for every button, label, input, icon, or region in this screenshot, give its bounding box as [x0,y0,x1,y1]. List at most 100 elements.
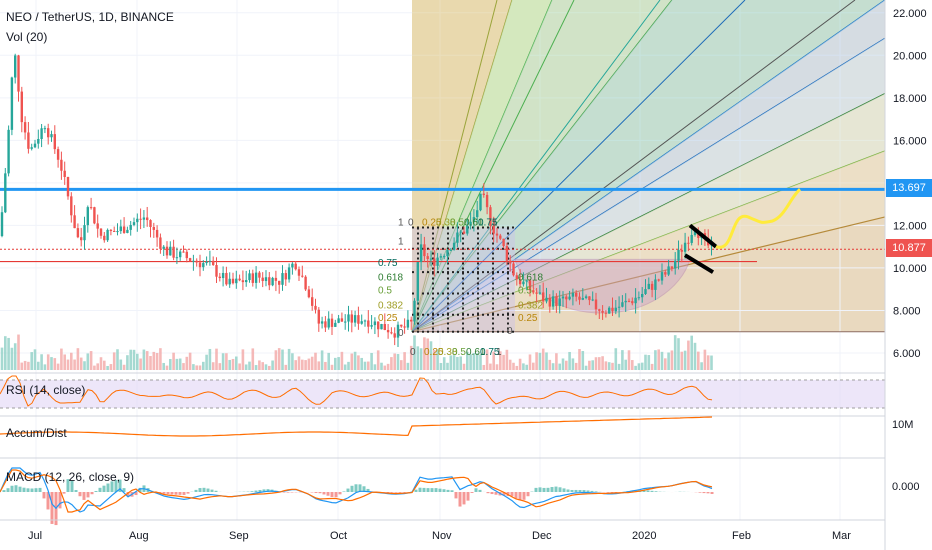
candle-body [641,294,644,298]
macd-histogram-bar [330,492,334,497]
candle-body [155,229,159,238]
volume-bar [169,358,172,370]
candle-body [406,319,410,328]
volume-bar [380,362,383,370]
macd-histogram-bar [22,487,26,492]
candle-body [129,224,132,230]
resistance-price-tag: 13.697 [886,179,932,197]
volume-bar [139,358,142,370]
macd-line [0,467,713,513]
volume-bar [601,356,604,370]
volume-bar [149,356,152,370]
volume-bar [317,361,321,370]
volume-bar [103,360,106,370]
volume-bar [122,364,126,370]
fan-upper-ray-3 [411,0,746,333]
candle-body [383,324,386,331]
macd-histogram-bar [646,490,650,492]
rsi-indicator-label[interactable]: RSI (14, close) [6,383,86,397]
candle-body [690,234,693,243]
macd-histogram-bar [106,483,110,492]
macd-histogram-bar [74,490,78,492]
candle-body [608,307,611,314]
macd-histogram-bar [594,491,598,492]
volume-bar [409,345,413,370]
candle-body [340,318,344,322]
candle-body [287,267,291,280]
price-tick-label: 16.000 [893,135,927,147]
volume-bar [202,361,205,370]
macd-histogram-bar [518,492,522,501]
candle-body [495,233,499,236]
macd-histogram-bar [398,492,402,493]
candle-body [472,217,476,222]
candle-body [353,315,357,323]
macd-histogram-bar [438,488,442,492]
volume-bar [106,365,109,370]
volume-bar [155,353,159,370]
candle-body [347,314,350,322]
gann-left-level-2: 0.5 [378,285,392,296]
volume-bar [363,361,367,370]
candle-body [535,292,538,294]
volume-bar [614,348,618,370]
volume-bar [46,354,50,370]
volume-bar [545,352,548,370]
candle-body [47,128,50,138]
volume-bar [258,360,261,370]
macd-histogram-bar [474,488,478,492]
volume-bar [604,361,608,370]
macd-histogram-bar [354,484,358,492]
candle-body [350,314,353,323]
candle-body [113,230,116,232]
accum-indicator-label[interactable]: Accum/Dist [6,426,67,440]
gann-top-label-1: 0.25 [422,217,442,228]
macd-indicator-label[interactable]: MACD (12, 26, close, 9) [6,470,135,484]
volume-bar [89,351,93,370]
volume-bar [56,363,60,370]
fan-upper-ray-0 [411,0,498,332]
volume-bar [452,355,456,370]
volume-bar [383,365,387,370]
macd-axis-label: 0.000 [892,481,920,493]
price-tick-label: 8.000 [893,305,921,317]
macd-histogram-bar [570,489,574,492]
candle-body [175,257,179,259]
volume-bar [373,364,377,370]
rsi-line [0,375,713,407]
symbol-title[interactable]: NEO / TetherUS, 1D, BINANCE [6,10,174,24]
volume-bar [337,357,340,370]
volume-bar [617,363,621,370]
candle-body [436,257,439,266]
volume-bar [687,340,690,370]
candle-body [17,55,20,92]
volume-bar [221,353,225,370]
macd-histogram-bar [546,487,550,492]
macd-histogram-bar [522,492,526,500]
candle-body [106,229,109,241]
candle-body [70,196,73,216]
volume-bar [13,343,17,370]
volume-bar [172,352,175,370]
macd-histogram-bar [562,488,566,492]
volume-bar [274,350,278,370]
candle-body [30,147,33,149]
volume-bar [248,361,251,370]
candle-body [324,321,327,328]
candle-body [693,230,697,235]
volume-bar [489,363,492,370]
candle-body [258,272,261,278]
volume-bar [571,358,575,370]
volume-bar [400,360,403,370]
candle-body [528,280,532,291]
candle-body [476,210,479,218]
candle-body [433,258,436,266]
macd-histogram-bar [534,487,538,492]
candle-body [687,242,690,244]
volume-indicator-label[interactable]: Vol (20) [6,30,48,44]
volume-bar [244,364,248,370]
macd-histogram-bar [42,492,46,499]
candle-body [677,249,680,261]
volume-bar [86,353,90,370]
